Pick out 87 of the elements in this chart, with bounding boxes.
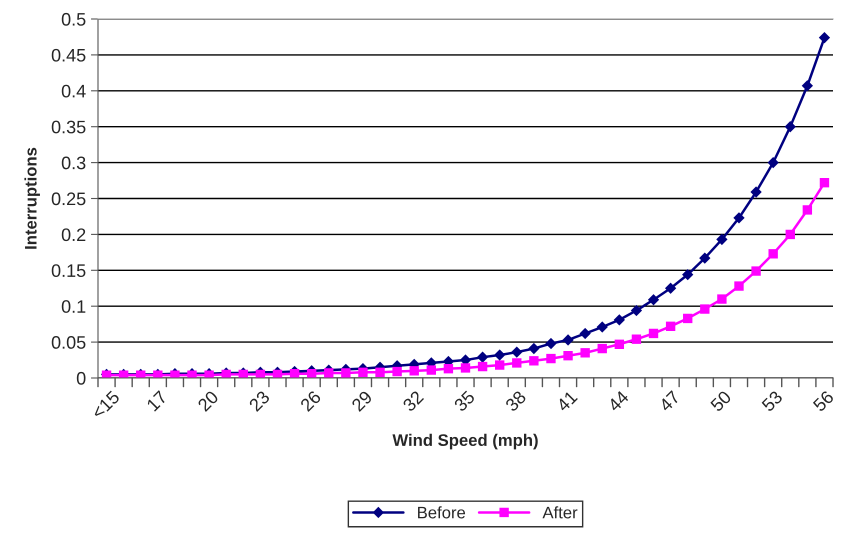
point [734,212,744,224]
y-tick-label: 0.4 [62,84,86,98]
y-tick-label: 0.35 [52,120,86,134]
x-tick-label: 56 [812,390,834,412]
y-tick-label: 0.15 [52,264,86,278]
point [511,346,522,358]
y-tick-label: 0.5 [62,12,86,26]
point [751,266,761,276]
point [341,368,351,378]
x-tick-label: 50 [710,390,732,412]
point [648,328,658,338]
y-tick-label: 0 [76,372,86,385]
point [222,370,231,378]
point [802,205,812,215]
point [477,352,488,363]
point [683,314,692,324]
x-tick-label: 20 [197,390,220,412]
x-tick-label: 32 [402,390,424,412]
point [768,249,778,258]
point [256,370,266,378]
x-tick-label: 38 [504,390,527,412]
x-tick-label: 23 [248,390,270,412]
y-axis-title: Interruptions [24,148,40,249]
point [272,370,282,378]
y-tick-label: 0.2 [62,228,86,242]
point [717,294,727,304]
point [392,366,402,376]
y-tick-label: 0.1 [62,300,86,313]
legend-label: Before [418,506,466,518]
x-tick-label: <15 [90,390,120,420]
x-tick-label: 44 [607,390,630,412]
x-axis-title: Wind Speed (mph) [392,434,538,450]
point [648,294,659,306]
y-tick-label: 0.05 [52,336,86,349]
x-tick-label: 53 [760,390,784,412]
point [546,354,556,364]
point [786,230,795,240]
point [375,368,385,377]
point [631,305,642,316]
point [734,281,744,291]
y-tick-label: 0.45 [52,48,86,62]
legend-label: After [542,506,578,518]
point [699,252,710,264]
point [495,360,504,370]
point [238,370,248,378]
point [665,282,676,294]
point [528,343,540,354]
point [426,365,436,375]
point [494,350,506,360]
x-tick-label: 17 [146,390,168,412]
x-tick-label: 29 [350,390,373,412]
point [598,344,607,354]
point [802,80,813,92]
point [478,362,488,372]
point [460,363,470,373]
point [562,334,574,346]
point [563,351,573,360]
y-tick-label: 0.25 [52,192,86,206]
x-tick-label: 35 [453,390,476,412]
point [682,269,694,280]
point [614,340,624,349]
y-tick-label: 0.3 [62,156,86,170]
point [444,364,454,374]
point [580,348,590,358]
point [700,304,710,314]
point [784,121,796,132]
point [324,368,334,378]
point [750,186,762,198]
point [768,157,779,168]
point [596,322,608,332]
point [358,368,368,377]
point [614,314,625,326]
x-tick-label: 26 [300,390,322,412]
point [410,366,419,376]
point [666,322,676,331]
point [512,358,522,368]
point [546,338,556,349]
x-tick-label: 47 [658,390,680,412]
point [290,369,300,378]
point [529,356,539,366]
point [306,369,316,378]
point [819,32,830,44]
x-tick-label: 41 [556,390,578,412]
point [716,234,728,245]
point [580,328,591,339]
point [820,178,830,188]
point [632,334,642,344]
